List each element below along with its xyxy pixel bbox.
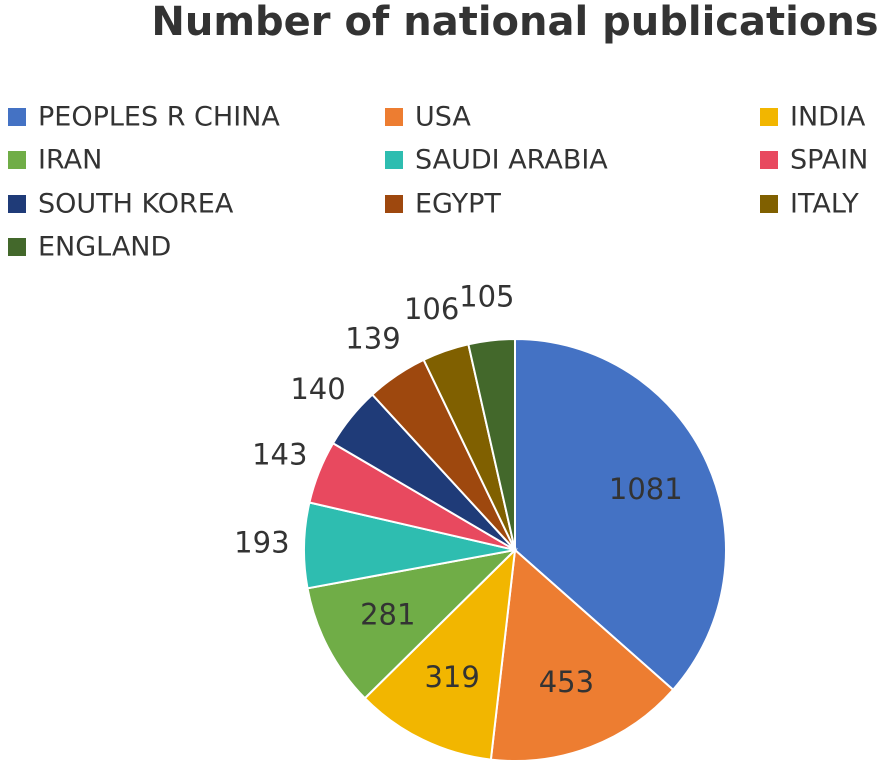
legend-swatch: [760, 108, 778, 126]
chart-title: Number of national publications: [151, 0, 878, 45]
legend-label: IRAN: [38, 145, 102, 176]
legend-swatch: [8, 195, 26, 213]
legend-swatch: [760, 151, 778, 169]
pie-slice: [306, 548, 519, 700]
legend-swatch: [385, 151, 403, 169]
legend-label: EGYPT: [415, 189, 501, 220]
legend-label: ITALY: [790, 189, 859, 220]
legend-label: USA: [415, 102, 471, 133]
legend-swatch: [8, 151, 26, 169]
legend-label: SPAIN: [790, 145, 868, 176]
pie-slice: [363, 547, 517, 761]
legend-label: ENGLAND: [38, 232, 171, 263]
value-label: 319: [424, 660, 479, 694]
legend-swatch: [8, 108, 26, 126]
legend-swatch: [385, 195, 403, 213]
legend-swatch: [8, 238, 26, 256]
legend-swatch: [385, 108, 403, 126]
legend-label: SOUTH KOREA: [38, 189, 234, 220]
value-label: 143: [252, 437, 307, 471]
value-label: 139: [345, 321, 400, 355]
legend-label: PEOPLES R CHINA: [38, 102, 280, 133]
legend-label: SAUDI ARABIA: [415, 145, 608, 176]
pie-slice: [467, 337, 516, 551]
legend-label: INDIA: [790, 102, 866, 133]
value-label: 140: [290, 372, 345, 406]
value-label: 1081: [609, 472, 683, 506]
value-label: 105: [459, 279, 514, 313]
pie-slice: [514, 337, 727, 692]
value-label: 193: [234, 525, 289, 559]
value-label: 106: [404, 292, 459, 326]
legend-swatch: [760, 195, 778, 213]
value-label: 453: [539, 665, 594, 699]
value-label: 281: [360, 597, 415, 631]
